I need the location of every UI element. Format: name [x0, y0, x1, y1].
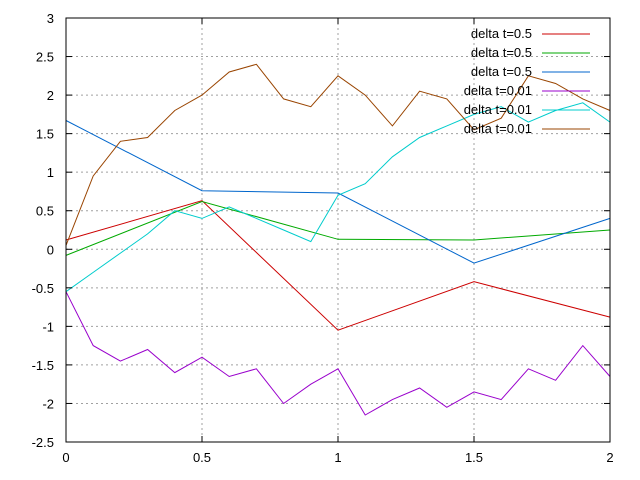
y-tick-label: -1	[42, 319, 54, 334]
legend-label: delta t=0.5	[471, 45, 532, 60]
y-tick-label: 1.5	[36, 127, 54, 142]
x-tick-label: 1.5	[465, 450, 483, 465]
series-line-1	[65, 200, 611, 331]
y-tick-label: -2	[42, 396, 54, 411]
legend-label: delta t=0.01	[464, 83, 532, 98]
series-line-2	[65, 200, 611, 256]
grid-lines	[66, 18, 610, 442]
x-tick-label: 0.5	[193, 450, 211, 465]
y-tick-label: -1.5	[32, 358, 54, 373]
series-line-4	[65, 291, 611, 416]
series-line-5	[65, 102, 611, 293]
y-tick-label: -2.5	[32, 435, 54, 450]
y-tick-label: 3	[47, 11, 54, 26]
legend-label: delta t=0.01	[464, 121, 532, 136]
y-tick-label: -0.5	[32, 281, 54, 296]
axis-ticks: 0 0.5 1 1.5 2 -2.5 -2 -1.5 -1 -0.5 0 0.5 1 1.5 2 2.5 3	[32, 11, 614, 465]
legend: delta t=0.5 delta t=0.5 delta t=0.5 delta t…	[464, 26, 590, 136]
legend-label: delta t=0.01	[464, 102, 532, 117]
y-tick-label: 2.5	[36, 50, 54, 65]
x-tick-label: 0	[62, 450, 69, 465]
y-tick-label: 0.5	[36, 204, 54, 219]
legend-label: delta t=0.5	[471, 64, 532, 79]
y-tick-label: 2	[47, 88, 54, 103]
series-line-3	[65, 120, 611, 264]
y-tick-label: 1	[47, 165, 54, 180]
series-line-6	[65, 63, 611, 246]
y-tick-label: 0	[47, 242, 54, 257]
legend-label: delta t=0.5	[471, 26, 532, 41]
x-tick-label: 2	[606, 450, 613, 465]
series-lines	[65, 63, 611, 416]
x-tick-label: 1	[334, 450, 341, 465]
